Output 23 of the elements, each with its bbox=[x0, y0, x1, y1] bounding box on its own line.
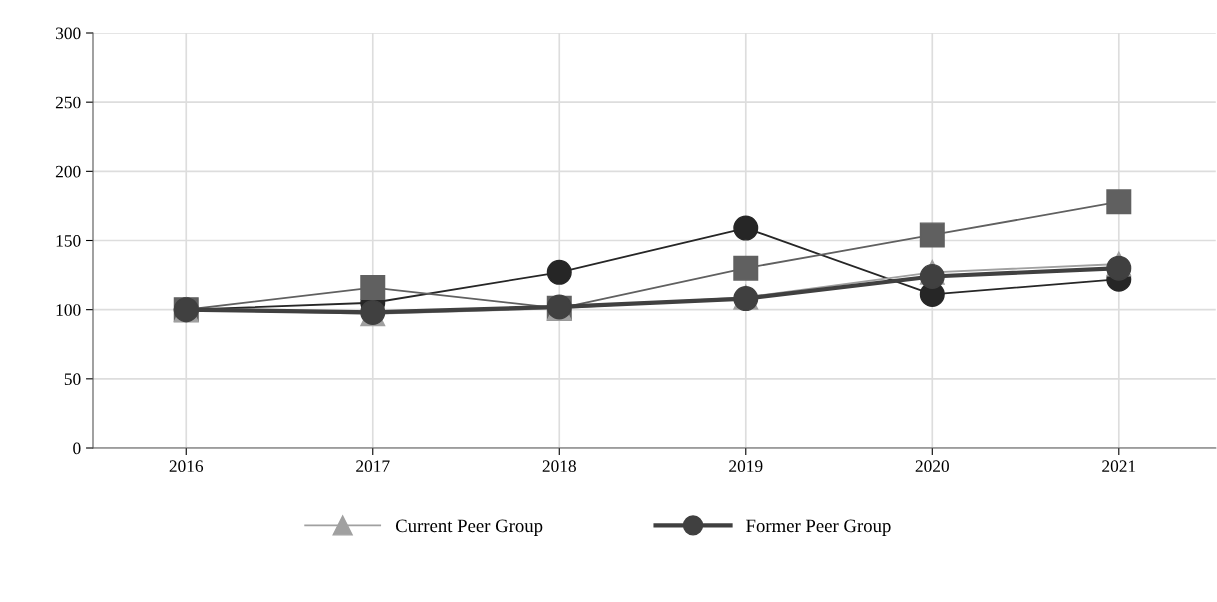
point bbox=[919, 263, 945, 289]
x-tick-label: 2021 bbox=[1102, 460, 1136, 473]
y-tick-label: 100 bbox=[56, 304, 81, 316]
y-tick-label: 250 bbox=[55, 96, 81, 109]
x-tick-label: 2017 bbox=[356, 460, 390, 473]
x-tick-label: 2020 bbox=[915, 460, 949, 473]
point bbox=[733, 215, 759, 241]
point bbox=[1106, 255, 1132, 281]
legend-label: Current Peer Group bbox=[395, 519, 543, 536]
y-tick-label: 0 bbox=[73, 442, 81, 455]
point bbox=[919, 222, 945, 248]
point bbox=[360, 275, 386, 301]
point bbox=[1106, 189, 1132, 215]
legend-label: Former Peer Group bbox=[746, 519, 891, 536]
y-tick-label: 200 bbox=[55, 165, 81, 178]
x-tick-label: 2016 bbox=[169, 460, 204, 473]
point bbox=[546, 259, 572, 285]
x-tick-label: 2019 bbox=[729, 460, 763, 473]
y-tick-label: 150 bbox=[56, 234, 81, 247]
point bbox=[733, 255, 759, 281]
y-tick-label: 50 bbox=[64, 373, 81, 386]
x-tick-label: 2018 bbox=[542, 460, 576, 473]
y-tick-label: 300 bbox=[55, 27, 81, 40]
